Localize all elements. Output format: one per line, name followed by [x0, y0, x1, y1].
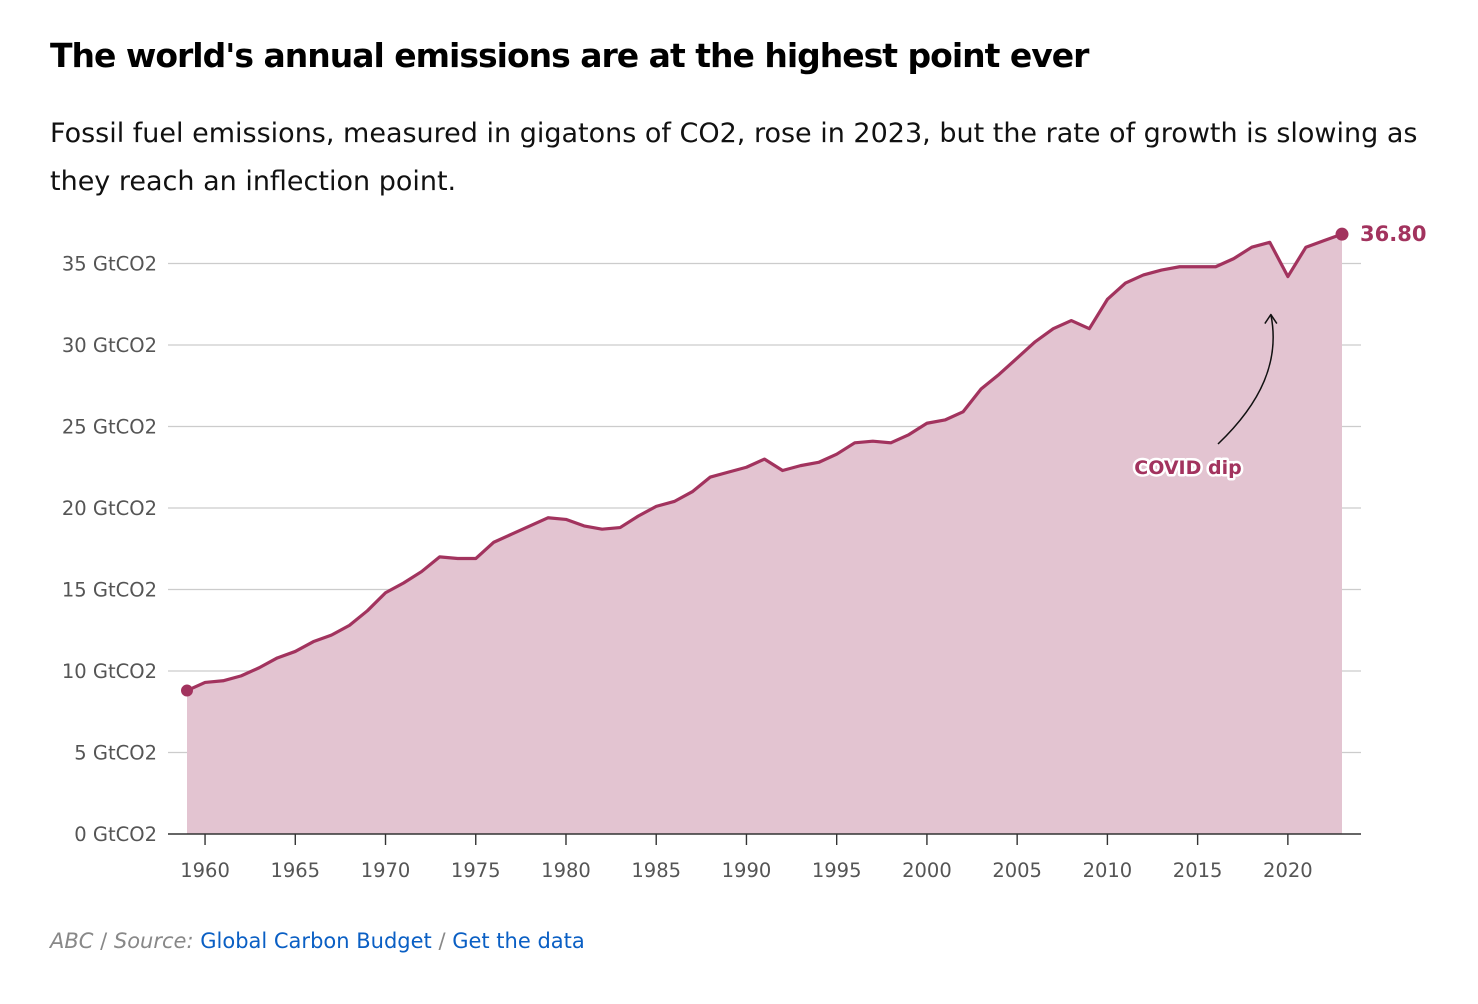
- x-tick-label-1965: 1965: [270, 859, 320, 882]
- y-tick-label-15: 15 GtCO2: [62, 579, 157, 602]
- y-tick-label-0: 0 GtCO2: [74, 823, 157, 846]
- y-tick-label-30: 30 GtCO2: [62, 334, 157, 357]
- x-tick-label-1980: 1980: [541, 859, 591, 882]
- y-tick-label-10: 10 GtCO2: [62, 660, 157, 683]
- end-point-marker: [1335, 227, 1349, 241]
- x-tick-label-2020: 2020: [1263, 859, 1313, 882]
- axes: 0 GtCO2 5 GtCO2 10 GtCO2 15 GtCO2 20 GtCO2 25…: [62, 253, 1361, 882]
- x-tick-label-1995: 1995: [812, 859, 862, 882]
- footer-separator: /: [93, 929, 114, 953]
- chart-subtitle: Fossil fuel emissions, measured in gigat…: [50, 118, 1418, 197]
- x-tick-label-2005: 2005: [992, 859, 1042, 882]
- chart-footer: ABC / Source: Global Carbon Budget / Get…: [50, 929, 585, 953]
- chart-title: The world's annual emissions are at the …: [50, 36, 1089, 75]
- annotation-arrow: [1217, 314, 1274, 445]
- x-tick-label-2000: 2000: [902, 859, 952, 882]
- annotations: COVID dip: [1132, 313, 1278, 482]
- x-tick-label-1970: 1970: [361, 859, 411, 882]
- covid-dip-label: COVID dip: [1134, 457, 1241, 479]
- x-tick-label-2010: 2010: [1083, 859, 1133, 882]
- markers: 36.80: [181, 222, 1426, 697]
- y-tick-label-35: 35 GtCO2: [62, 253, 157, 276]
- start-point-marker: [181, 684, 193, 697]
- x-tick-label-1975: 1975: [451, 859, 501, 882]
- y-tick-label-5: 5 GtCO2: [74, 742, 157, 765]
- get-the-data-link[interactable]: Get the data: [452, 929, 585, 953]
- x-tick-label-1990: 1990: [722, 859, 772, 882]
- source-link[interactable]: Global Carbon Budget: [200, 929, 432, 953]
- end-value-label: 36.80: [1360, 222, 1426, 246]
- x-tick-label-2015: 2015: [1173, 859, 1223, 882]
- y-tick-label-25: 25 GtCO2: [62, 416, 157, 439]
- x-tick-label-1960: 1960: [180, 859, 230, 882]
- x-tick-label-1985: 1985: [631, 859, 681, 882]
- emissions-area: [187, 234, 1342, 834]
- emissions-line: [186, 232, 1343, 693]
- annotation-arrowhead: [1264, 313, 1278, 324]
- y-tick-label-20: 20 GtCO2: [62, 497, 157, 520]
- footer-source-label: Source:: [113, 929, 194, 953]
- footer-separator-2: /: [431, 929, 453, 953]
- footer-org: ABC: [50, 929, 94, 953]
